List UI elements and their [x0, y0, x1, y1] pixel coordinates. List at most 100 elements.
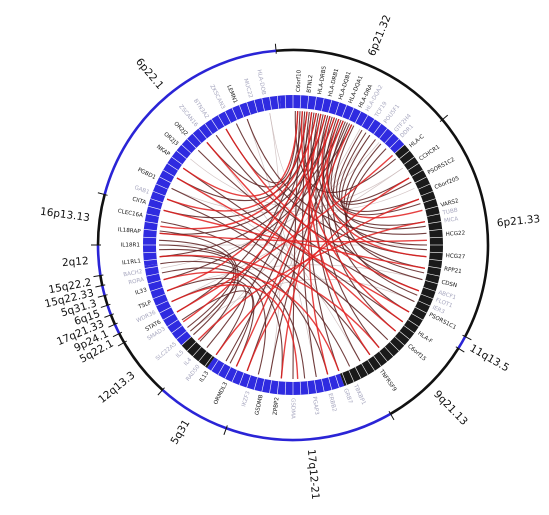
segment-divider [284, 381, 287, 395]
segment-divider [150, 198, 163, 203]
segment-divider [335, 375, 340, 388]
segment-divider [328, 100, 333, 113]
gene-label: HLA-DOB [255, 69, 266, 96]
link-grey-85 [246, 118, 317, 378]
segment-divider [314, 96, 317, 110]
gene-label: IL5 [175, 349, 185, 359]
gene-label: BACH2 [123, 269, 143, 278]
gene-label: GAB1 [133, 185, 150, 196]
segment-divider [354, 366, 362, 379]
link-red-69 [163, 271, 340, 372]
gene-label: BTNL2 [307, 75, 315, 94]
segment-divider [231, 370, 238, 383]
segment-divider [354, 111, 362, 124]
segment-divider [426, 273, 440, 277]
band-tick [95, 284, 106, 288]
gene-label: IL1RL1 [122, 258, 142, 266]
band-tick [455, 346, 465, 353]
segment-blue-5 [144, 264, 192, 346]
segment-divider [186, 341, 197, 352]
link-dark-35 [158, 244, 329, 375]
gene-label: MUC22 [242, 78, 253, 99]
segment-divider [253, 377, 258, 390]
band-arc-5 [161, 388, 227, 430]
link-red-67 [159, 232, 427, 243]
segment-divider [217, 114, 225, 127]
segment-divider [425, 205, 438, 210]
segment-divider [186, 138, 197, 149]
link-red-61 [321, 115, 427, 258]
segment-divider [155, 300, 168, 307]
segment-black-1 [394, 144, 443, 320]
segment-divider [423, 198, 436, 203]
segment-divider [277, 95, 279, 109]
segment-divider [152, 190, 166, 197]
segment-divider [426, 213, 440, 217]
segment-divider [321, 378, 325, 392]
segment-divider [307, 95, 309, 109]
segment-divider [361, 114, 369, 127]
gene-label: MICA [444, 216, 459, 224]
segment-divider [429, 236, 443, 239]
segment-divider [373, 123, 382, 135]
link-red-68 [159, 254, 380, 349]
band-arc-4 [225, 412, 392, 442]
segment-divider [299, 95, 302, 109]
segment-divider [192, 133, 202, 144]
band-tick [104, 313, 114, 318]
segment-divider [414, 306, 427, 314]
gene-label: ABCF1 [437, 290, 457, 301]
link-dark-39 [166, 277, 255, 367]
gene-label: GSDMA [290, 398, 296, 419]
segment-divider [159, 306, 172, 314]
segment-divider [389, 341, 400, 352]
segment-divider [299, 381, 302, 395]
band-label: 17q12-21 [305, 449, 321, 500]
link-dark-38 [161, 267, 267, 375]
band-arc-6 [123, 341, 164, 391]
segment-divider [378, 128, 388, 139]
segment-divider [224, 111, 232, 124]
segment-divider [171, 325, 183, 334]
link-dark-42 [159, 248, 235, 328]
band-tick [93, 274, 104, 278]
band-arc-3 [389, 347, 460, 415]
segment-divider [176, 330, 187, 340]
link-dark-6 [163, 124, 353, 281]
segment-divider [148, 280, 161, 285]
segment-divider [367, 359, 375, 371]
gene-label: IL13 [199, 370, 211, 384]
segment-divider [198, 351, 208, 362]
band-tick [157, 387, 165, 396]
link-red-62 [326, 118, 423, 219]
link-dark-33 [166, 198, 371, 356]
segment-divider [217, 363, 225, 376]
gene-label: C6orf10 [296, 69, 303, 92]
segment-divider [269, 380, 272, 394]
segment-divider [307, 381, 309, 395]
link-red-60 [300, 111, 404, 323]
segment-divider [155, 183, 168, 190]
gene-label: GRB7 [342, 388, 353, 405]
band-arc-0 [275, 48, 444, 121]
segment-divider [429, 251, 443, 254]
link-dark-49 [345, 143, 425, 274]
link-dark-23 [322, 116, 426, 226]
segment-divider [231, 107, 238, 120]
segment-divider [428, 266, 442, 269]
segment-divider [204, 355, 213, 367]
gene-label: ERBB2 [327, 393, 337, 413]
link-dark-13 [292, 111, 301, 380]
band-tick [112, 331, 123, 338]
link-dark-43 [159, 239, 237, 336]
segment-divider [246, 375, 251, 388]
link-dark-37 [160, 260, 283, 379]
segment-divider [429, 259, 443, 261]
segment-divider [394, 336, 405, 346]
band-label: 6p21.33 [496, 213, 540, 229]
gene-label: IL18RAP [118, 227, 142, 235]
link-red-51 [182, 111, 299, 197]
link-red-59 [307, 112, 371, 356]
segment-divider [420, 190, 434, 197]
link-red-73 [197, 221, 426, 341]
